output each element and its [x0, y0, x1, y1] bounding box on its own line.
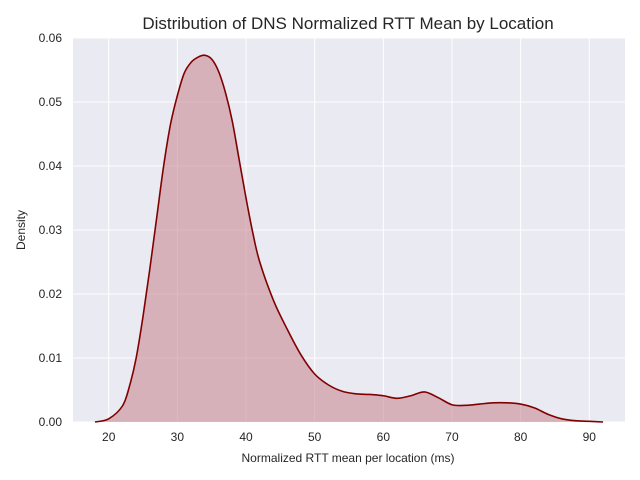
- density-line: [94, 54, 604, 423]
- y-tick-label: 0.05: [39, 95, 63, 109]
- y-axis-label: Density: [14, 210, 28, 250]
- y-tick-label: 0.06: [39, 31, 63, 45]
- x-axis-label: Normalized RTT mean per location (ms): [242, 451, 455, 465]
- chart-title: Distribution of DNS Normalized RTT Mean …: [142, 14, 553, 33]
- x-tick-label: 80: [514, 430, 528, 444]
- y-tick-label: 0.04: [39, 159, 63, 173]
- y-tick-label: 0.03: [39, 223, 63, 237]
- x-tick-label: 40: [239, 430, 253, 444]
- x-axis-ticks: 20 30 40 50 60 70 80 90: [102, 430, 596, 444]
- x-tick-label: 60: [377, 430, 391, 444]
- y-tick-label: 0.02: [39, 287, 63, 301]
- x-tick-label: 70: [445, 430, 459, 444]
- y-tick-label: 0.01: [39, 351, 63, 365]
- y-tick-label: 0.00: [39, 415, 63, 429]
- x-tick-label: 50: [308, 430, 322, 444]
- density-area: [94, 55, 604, 423]
- y-axis-ticks: 0.00 0.01 0.02 0.03 0.04 0.05 0.06: [39, 31, 63, 429]
- x-tick-label: 20: [102, 430, 116, 444]
- x-tick-label: 90: [583, 430, 597, 444]
- x-tick-label: 30: [171, 430, 185, 444]
